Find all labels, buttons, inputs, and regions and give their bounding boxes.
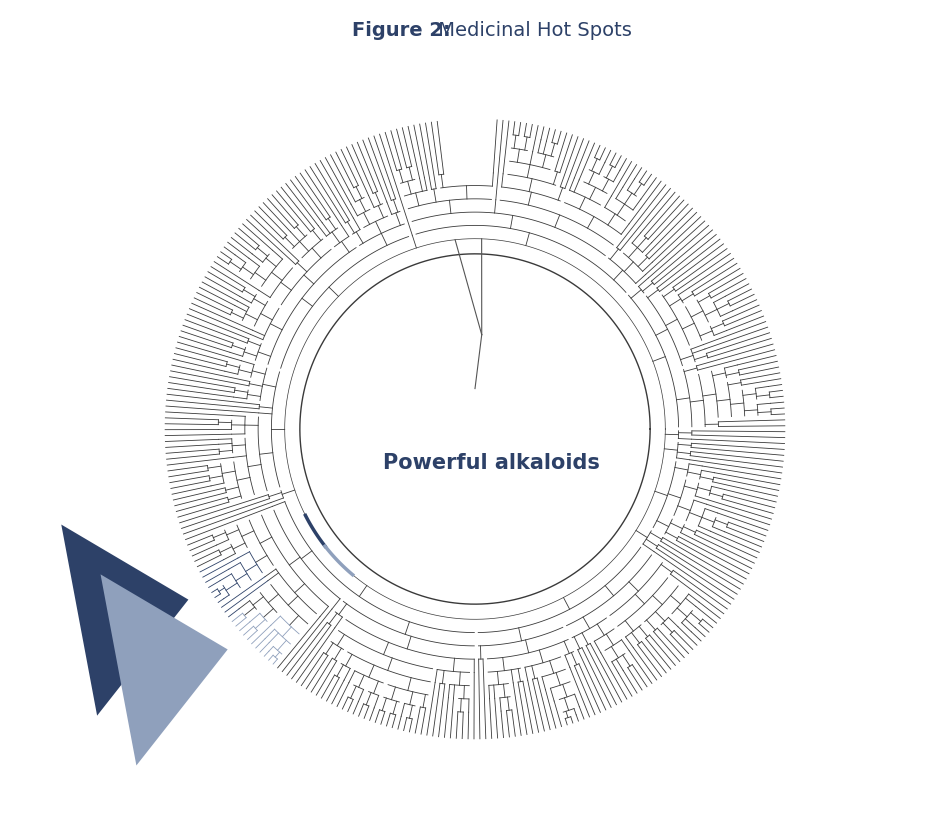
- Text: Powerful alkaloids: Powerful alkaloids: [384, 452, 600, 472]
- Text: Figure 2:: Figure 2:: [352, 21, 450, 40]
- Text: Medicinal Hot Spots: Medicinal Hot Spots: [432, 21, 632, 40]
